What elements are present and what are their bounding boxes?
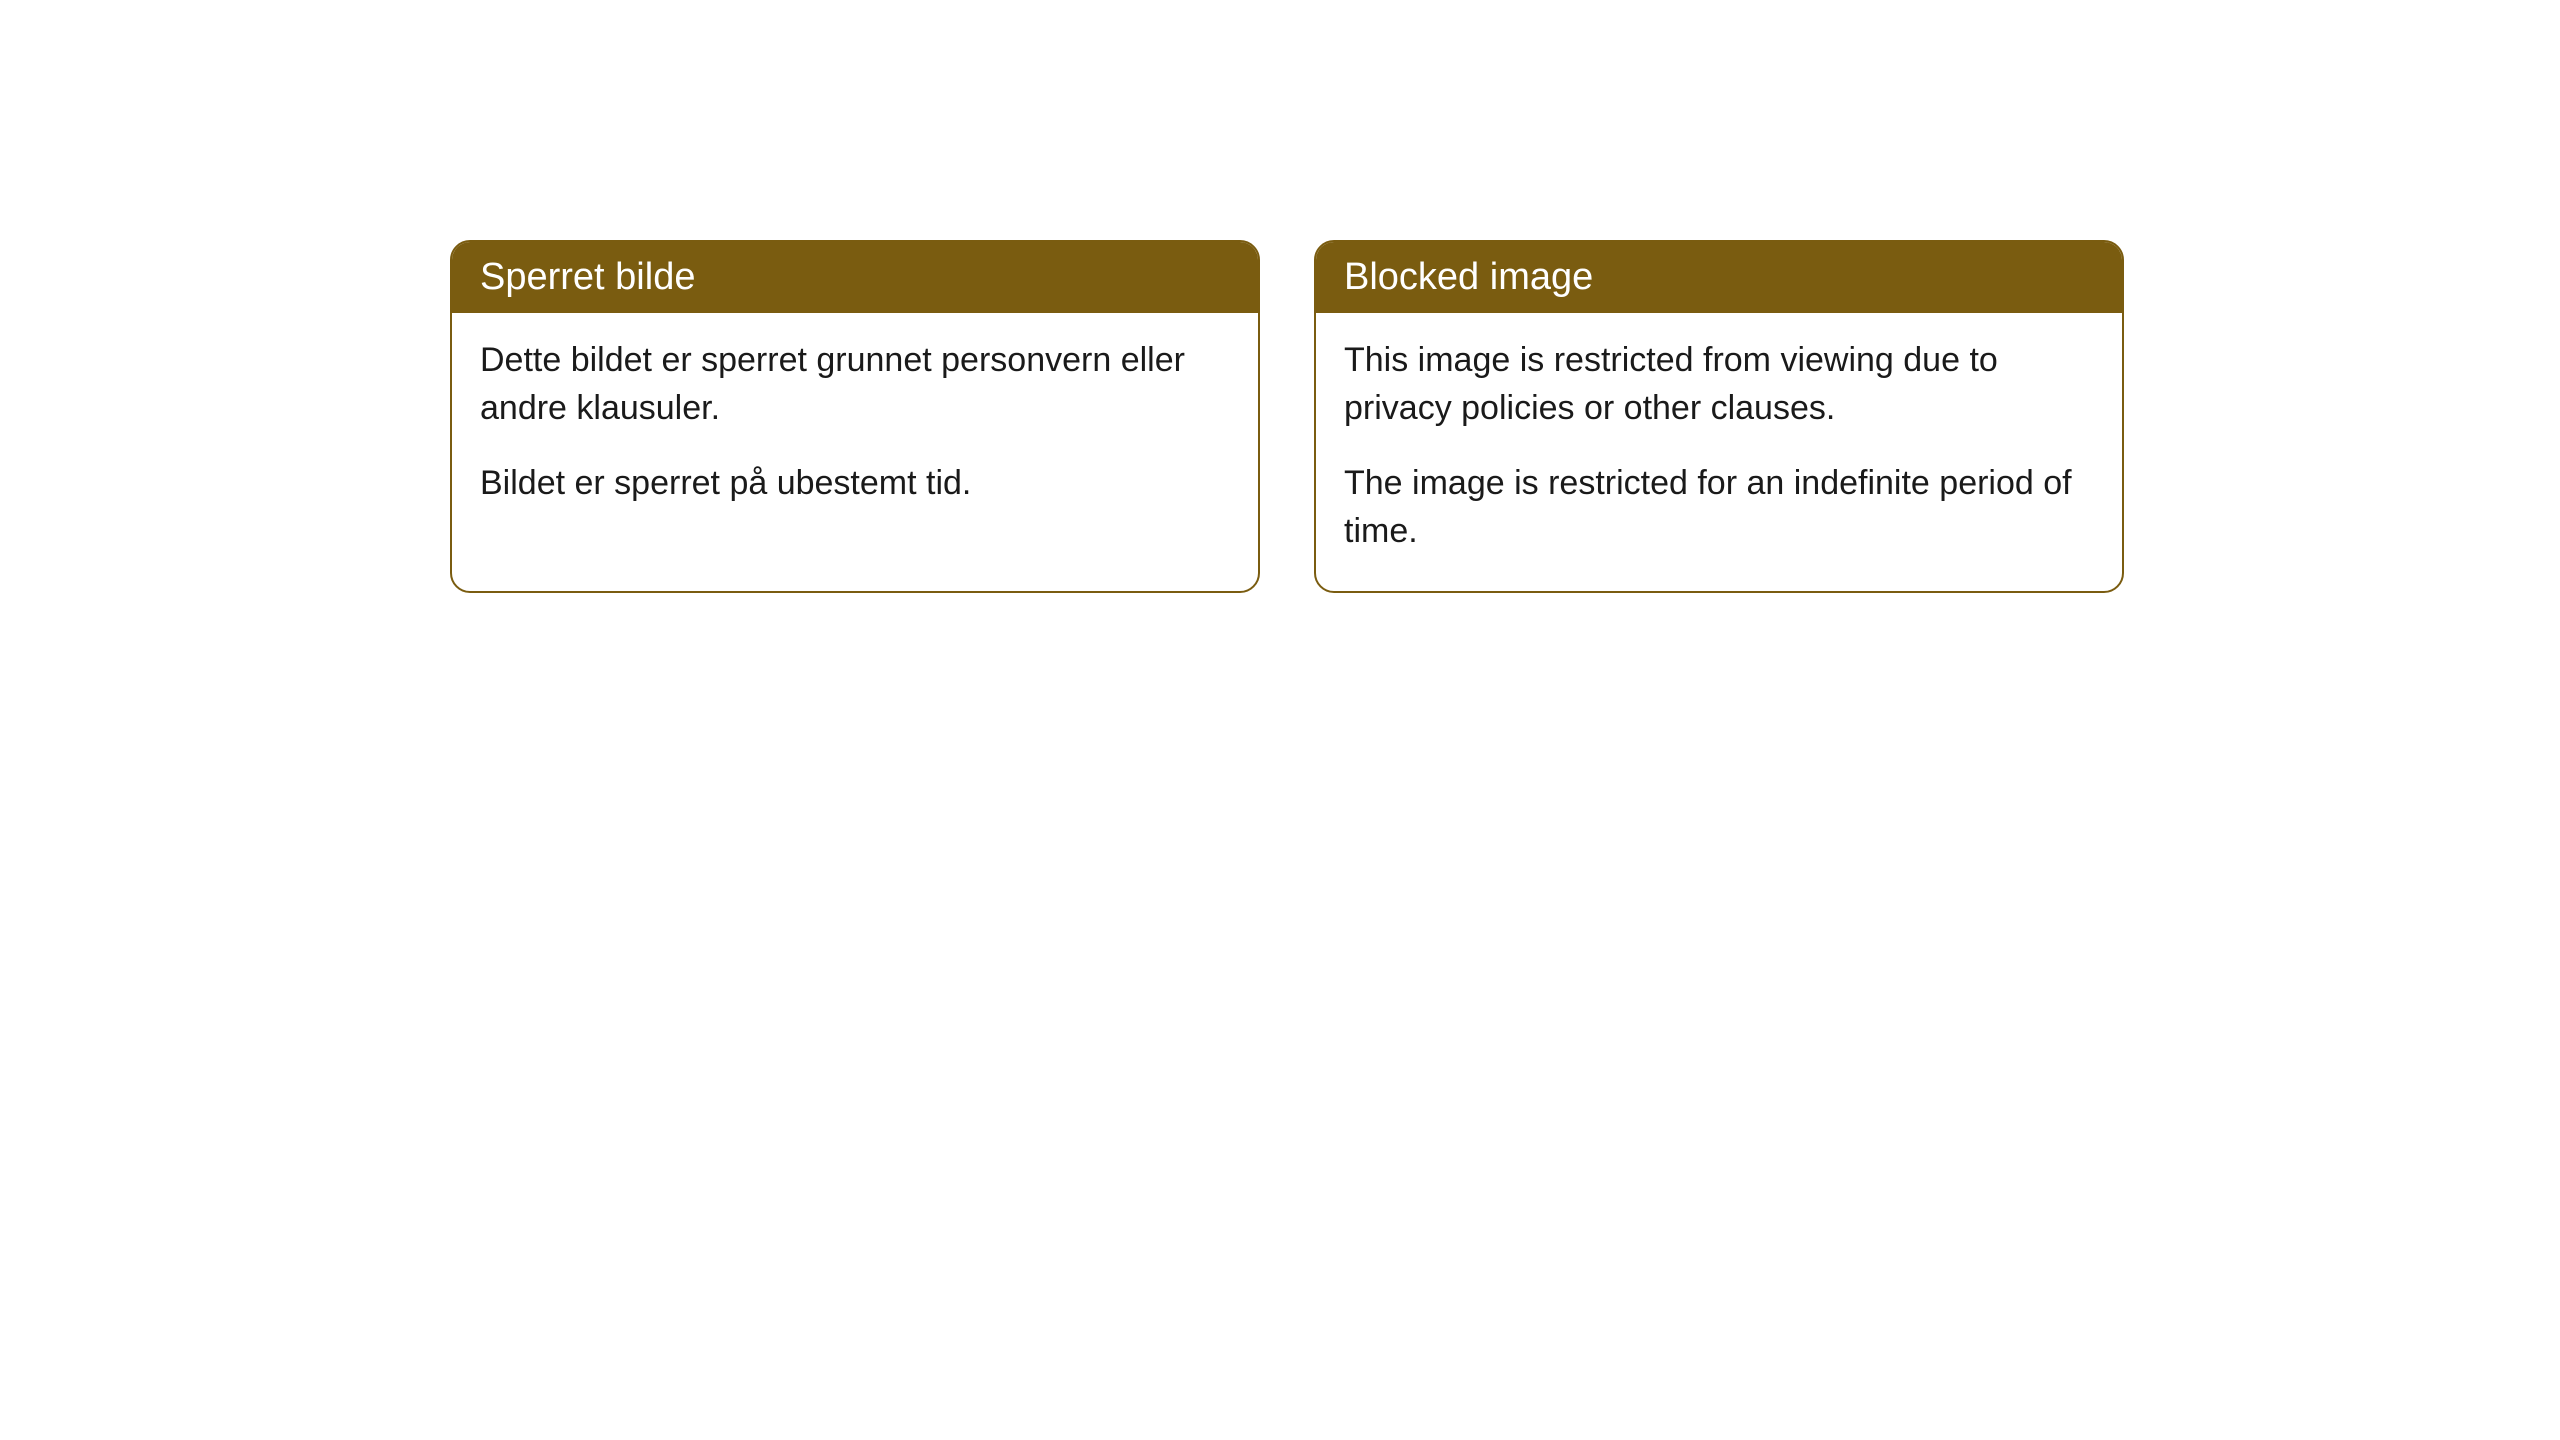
notice-body: Dette bildet er sperret grunnet personve… <box>452 313 1258 544</box>
notice-body: This image is restricted from viewing du… <box>1316 313 2122 591</box>
notice-paragraph: Bildet er sperret på ubestemt tid. <box>480 460 1230 508</box>
notice-container: Sperret bilde Dette bildet er sperret gr… <box>450 240 2124 593</box>
notice-card-english: Blocked image This image is restricted f… <box>1314 240 2124 593</box>
notice-paragraph: Dette bildet er sperret grunnet personve… <box>480 337 1230 432</box>
notice-paragraph: The image is restricted for an indefinit… <box>1344 460 2094 555</box>
notice-header: Sperret bilde <box>452 242 1258 313</box>
notice-header: Blocked image <box>1316 242 2122 313</box>
notice-card-norwegian: Sperret bilde Dette bildet er sperret gr… <box>450 240 1260 593</box>
notice-paragraph: This image is restricted from viewing du… <box>1344 337 2094 432</box>
